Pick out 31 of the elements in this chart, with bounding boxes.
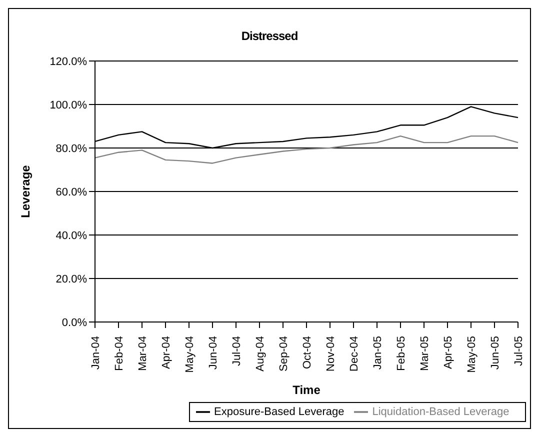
y-tick-label: 40.0% bbox=[56, 230, 88, 242]
y-tick-label: 20.0% bbox=[56, 273, 88, 286]
y-tick-label: 100.0% bbox=[50, 99, 88, 112]
x-tick-label: Jul-05 bbox=[513, 336, 525, 366]
x-tick-label: May-04 bbox=[184, 336, 196, 373]
x-tick-label: May-05 bbox=[466, 336, 478, 373]
x-tick-label: Aug-04 bbox=[254, 336, 266, 372]
y-axis-title: Leverage bbox=[18, 164, 32, 218]
x-tick-label: Jan-05 bbox=[372, 336, 384, 370]
x-tick-label: Mar-04 bbox=[137, 336, 149, 371]
y-tick-label: 0.0% bbox=[62, 316, 88, 329]
x-tick-label: Jul-04 bbox=[231, 336, 243, 366]
x-tick-label: Jan-04 bbox=[90, 336, 102, 370]
x-tick-label: Sep-04 bbox=[278, 336, 290, 372]
x-tick-label: Apr-04 bbox=[160, 336, 172, 370]
x-axis-title: Time bbox=[292, 383, 321, 397]
y-tick-label: 120.0% bbox=[50, 56, 88, 68]
y-tick-label: 80.0% bbox=[56, 142, 88, 155]
x-tick-label: Oct-04 bbox=[302, 336, 314, 370]
legend-label: Exposure-Based Leverage bbox=[214, 406, 344, 418]
y-tick-label: 60.0% bbox=[56, 186, 88, 198]
x-tick-label: Nov-04 bbox=[325, 336, 337, 372]
x-tick-label: Mar-05 bbox=[419, 336, 431, 371]
legend-label: Liquidation-Based Leverage bbox=[372, 406, 510, 418]
chart-title: Distressed bbox=[240, 29, 299, 43]
x-tick-label: Jun-05 bbox=[490, 336, 502, 370]
x-tick-label: Apr-05 bbox=[442, 336, 454, 370]
x-tick-label: Feb-04 bbox=[114, 336, 126, 371]
x-tick-label: Feb-05 bbox=[396, 336, 408, 371]
x-tick-label: Dec-04 bbox=[348, 336, 360, 372]
x-tick-label: Jun-04 bbox=[208, 336, 220, 370]
